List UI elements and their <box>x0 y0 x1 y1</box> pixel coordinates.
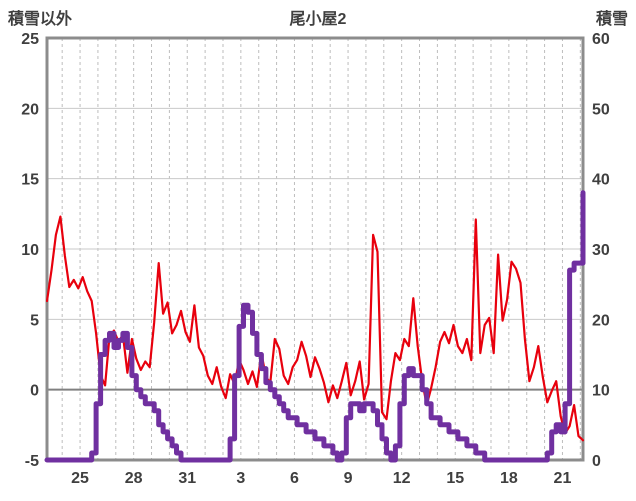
y-right-tick-label: 0 <box>592 453 601 470</box>
right-axis-title: 積雪 <box>595 11 628 28</box>
x-tick-label: 28 <box>125 470 143 487</box>
x-tick-label: 15 <box>446 470 464 487</box>
x-tick-label: 25 <box>71 470 89 487</box>
y-right-tick-label: 60 <box>592 31 610 48</box>
x-tick-label: 6 <box>290 470 299 487</box>
x-tick-label: 9 <box>344 470 353 487</box>
x-tick-label: 21 <box>554 470 572 487</box>
snow-depth-series-line <box>44 190 586 463</box>
y-left-tick-label: 15 <box>21 172 39 189</box>
y-left-tick-label: 25 <box>21 31 39 48</box>
y-left-tick-label: -5 <box>25 453 39 470</box>
left-axis-title: 積雪以外 <box>8 11 73 28</box>
x-tick-label: 31 <box>178 470 196 487</box>
y-left-tick-label: 5 <box>30 312 39 329</box>
y-right-tick-label: 40 <box>592 172 610 189</box>
y-left-tick-label: 20 <box>21 101 39 118</box>
y-right-tick-label: 50 <box>592 101 610 118</box>
y-right-tick-label: 20 <box>592 312 610 329</box>
chart-title: 尾小屋2 <box>289 11 347 28</box>
non-snow-series-line <box>45 215 585 442</box>
y-right-tick-label: 30 <box>592 242 610 259</box>
x-tick-label: 12 <box>393 470 411 487</box>
y-right-tick-label: 10 <box>592 383 610 400</box>
y-left-tick-label: 0 <box>30 383 39 400</box>
x-tick-label: 18 <box>500 470 518 487</box>
x-tick-label: 3 <box>236 470 245 487</box>
y-left-tick-label: 10 <box>21 242 39 259</box>
